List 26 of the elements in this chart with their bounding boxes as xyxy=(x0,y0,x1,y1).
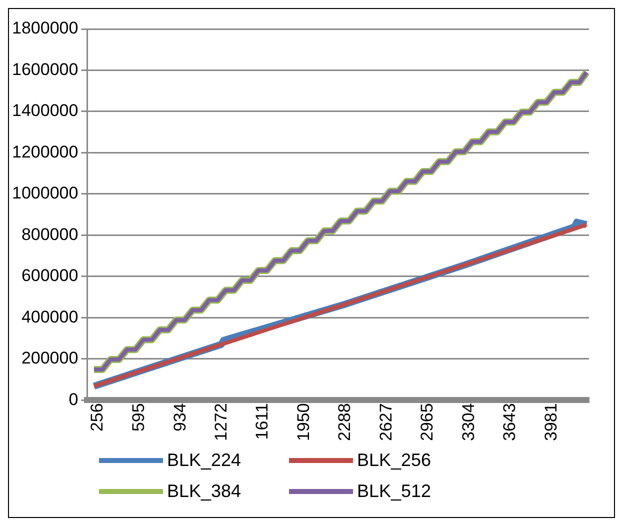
y-tick-label: 1800000 xyxy=(12,18,78,38)
y-tick-label: 200000 xyxy=(21,348,78,368)
x-tick-label: 3643 xyxy=(500,403,520,442)
x-tick-label: 1272 xyxy=(211,403,230,442)
x-tick-label: 2627 xyxy=(376,403,396,442)
x-tick-label: 1950 xyxy=(294,403,314,442)
x-tick-label: 595 xyxy=(128,403,148,432)
x-tick-label: 2288 xyxy=(335,403,354,442)
x-tick-label: 3304 xyxy=(458,403,478,442)
x-tick-label: 256 xyxy=(88,403,107,432)
y-tick-label: 0 xyxy=(68,390,78,409)
x-tick-label: 1611 xyxy=(252,403,272,440)
y-tick-label: 1000000 xyxy=(12,184,78,203)
y-tick-label: 800000 xyxy=(21,224,78,244)
y-tick-label: 400000 xyxy=(21,307,78,326)
y-tick-label: 1200000 xyxy=(12,142,78,162)
legend-label: BLK_384 xyxy=(167,481,242,502)
y-tick-label: 1600000 xyxy=(12,60,78,79)
legend-label: BLK_512 xyxy=(357,481,432,502)
y-tick-label: 600000 xyxy=(21,266,78,286)
legend-label: BLK_224 xyxy=(167,450,242,471)
legend-label: BLK_256 xyxy=(357,450,432,471)
x-tick-label: 2965 xyxy=(418,403,437,442)
x-tick-label: 934 xyxy=(170,403,190,432)
x-tick-label: 3981 xyxy=(541,403,560,442)
y-tick-label: 1400000 xyxy=(12,101,78,120)
